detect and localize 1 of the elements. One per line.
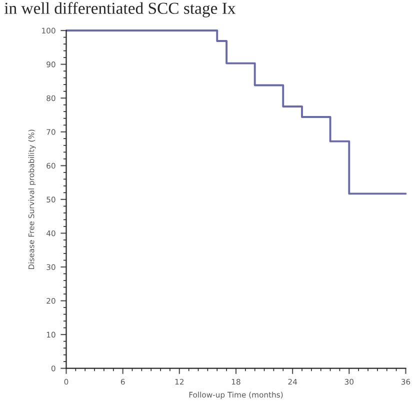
chart-title: in well differentiated SCC stage Ix	[4, 2, 236, 18]
